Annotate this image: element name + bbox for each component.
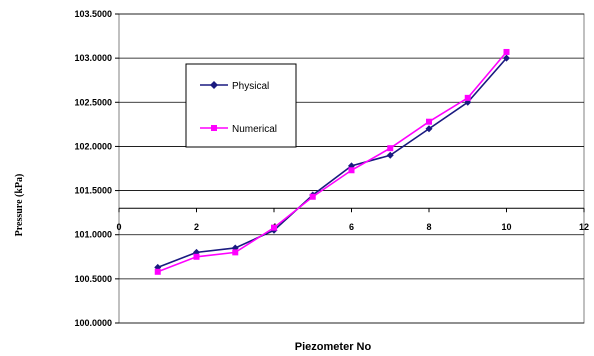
data-point-numerical (232, 249, 239, 256)
y-tick-label: 101.5000 (74, 186, 112, 196)
legend-numerical-label: Numerical (232, 124, 277, 135)
x-tick-label: 6 (349, 222, 354, 232)
x-tick-label: 12 (579, 222, 589, 232)
x-tick-label: 8 (426, 222, 431, 232)
data-point-numerical (348, 167, 355, 174)
series-line-physical (157, 57, 508, 269)
x-tick-label: 0 (116, 222, 121, 232)
y-tick-label: 101.0000 (74, 230, 112, 240)
legend-box (185, 63, 297, 148)
data-point-physical (386, 151, 394, 159)
x-tick-label: 10 (501, 222, 511, 232)
series-line-numerical (157, 51, 508, 273)
data-point-numerical (426, 118, 432, 125)
y-tick-label: 100.5000 (74, 274, 112, 284)
series-lines (154, 48, 510, 275)
y-tick-label: 102.5000 (74, 97, 112, 107)
data-point-numerical (154, 268, 161, 275)
legend-physical-label: Physical (232, 81, 269, 92)
legend: Physical Numerical (185, 63, 297, 148)
y-axis-title: Pressure (kPa) (14, 174, 25, 237)
x-tick-label: 2 (194, 222, 199, 232)
data-point-numerical (271, 224, 277, 231)
data-point-numerical (193, 253, 200, 260)
y-tick-label: 103.0000 (74, 53, 112, 63)
data-point-numerical (309, 193, 316, 200)
y-tick-label: 102.0000 (74, 141, 112, 151)
data-point-numerical (464, 94, 471, 101)
data-point-physical (503, 54, 510, 62)
x-axis-title: Piezometer No (295, 341, 372, 353)
data-point-numerical (387, 145, 394, 152)
y-tick-labels: 100.0000 100.5000 101.0000 101.5000 102.0000… (74, 9, 119, 328)
y-tick-label: 103.5000 (74, 9, 112, 19)
legend-numerical-marker (211, 125, 217, 131)
data-point-numerical (503, 48, 510, 55)
y-tick-label: 100.0000 (74, 318, 112, 328)
legend-physical-marker (210, 81, 218, 89)
data-point-physical (425, 125, 433, 133)
